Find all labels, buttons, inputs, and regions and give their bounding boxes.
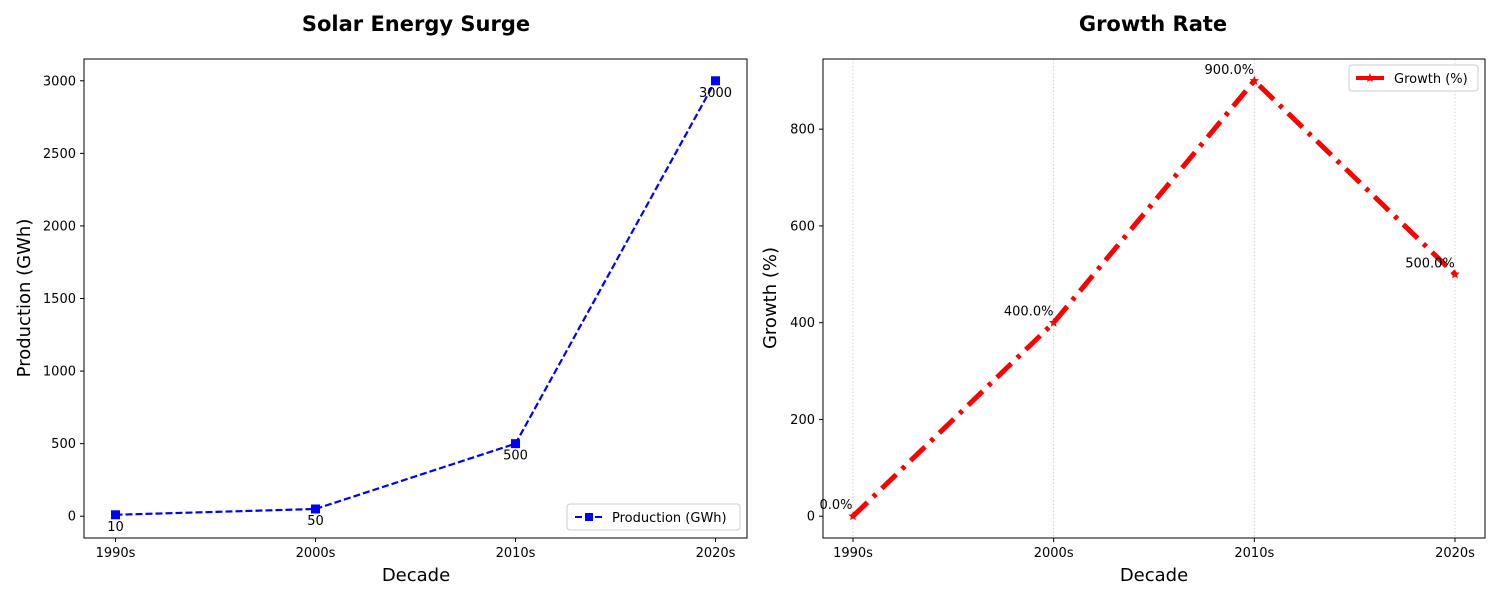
y-tick-label: 600 xyxy=(790,219,815,234)
y-tick-label: 400 xyxy=(790,316,815,331)
x-axis-ticks: 1990s 2000s 2010s 2020s xyxy=(96,538,736,561)
data-point xyxy=(111,510,120,520)
data-labels: 10 50 500 3000 xyxy=(107,86,732,535)
data-point xyxy=(1249,75,1260,85)
y-axis-ticks: 0 200 400 600 800 xyxy=(790,123,823,525)
growth-chart: Growth Rate 0 200 400 600 800 1990s 2000s 2010… xyxy=(760,12,1486,586)
data-labels: 0.0% 400.0% 900.0% 500.0% xyxy=(819,63,1454,513)
chart-title: Solar Energy Surge xyxy=(302,12,530,36)
plot-frame xyxy=(822,58,1486,539)
x-tick-label: 2010s xyxy=(496,546,536,561)
y-tick-label: 0 xyxy=(807,510,815,525)
series-layer xyxy=(848,75,1460,521)
data-label: 10 xyxy=(107,520,124,535)
legend-box xyxy=(566,503,741,531)
data-point xyxy=(1450,269,1460,279)
plot-frame xyxy=(83,58,748,539)
legend-box xyxy=(1348,64,1479,92)
series-line xyxy=(115,80,717,516)
data-point xyxy=(511,439,520,449)
y-tick-label: 200 xyxy=(790,413,815,428)
data-point xyxy=(848,511,858,521)
y-axis-label: Growth (%) xyxy=(760,247,781,349)
x-tick-label: 2000s xyxy=(1034,546,1074,561)
y-tick-label: 2500 xyxy=(43,147,76,162)
y-tick-label: 2000 xyxy=(43,219,76,234)
x-tick-label: 1990s xyxy=(833,546,873,561)
legend-marker-swatch xyxy=(585,513,593,521)
x-tick-label: 2020s xyxy=(696,546,736,561)
legend-label: Growth (%) xyxy=(1394,72,1468,87)
y-tick-label: 3000 xyxy=(43,74,76,89)
data-label: 0.0% xyxy=(819,498,852,513)
y-axis-label: Production (GWh) xyxy=(14,219,35,378)
data-label: 500.0% xyxy=(1405,256,1455,271)
data-label: 500 xyxy=(503,449,528,464)
x-tick-label: 2020s xyxy=(1435,546,1475,561)
legend-label: Production (GWh) xyxy=(612,511,727,526)
legend[interactable]: Production (GWh) xyxy=(566,503,741,531)
legend-marker-swatch xyxy=(1365,73,1375,83)
production-chart: Solar Energy Surge 0 500 1000 1500 2000 2500 3… xyxy=(14,12,748,586)
data-label: 900.0% xyxy=(1205,63,1255,78)
data-point xyxy=(1048,317,1059,327)
data-label: 3000 xyxy=(699,86,732,101)
x-tick-label: 2010s xyxy=(1234,546,1274,561)
legend[interactable]: Growth (%) xyxy=(1348,64,1479,92)
series-layer xyxy=(111,76,720,520)
y-tick-label: 0 xyxy=(68,510,76,525)
x-axis-label: Decade xyxy=(382,565,450,586)
x-axis-ticks: 1990s 2000s 2010s 2020s xyxy=(833,538,1475,561)
y-tick-label: 500 xyxy=(51,437,76,452)
data-label: 400.0% xyxy=(1004,305,1054,320)
grid-layer xyxy=(852,59,1456,538)
y-tick-label: 800 xyxy=(790,123,815,138)
data-point xyxy=(311,504,320,514)
y-axis-ticks: 0 500 1000 1500 2000 2500 3000 xyxy=(43,74,84,525)
x-axis-label: Decade xyxy=(1120,565,1188,586)
data-point xyxy=(711,76,720,86)
y-tick-label: 1000 xyxy=(43,365,76,380)
data-label: 50 xyxy=(307,514,324,529)
series-line xyxy=(851,77,1457,519)
chart-title: Growth Rate xyxy=(1079,12,1227,36)
x-tick-label: 1990s xyxy=(96,546,136,561)
x-tick-label: 2000s xyxy=(296,546,336,561)
y-tick-label: 1500 xyxy=(43,292,76,307)
